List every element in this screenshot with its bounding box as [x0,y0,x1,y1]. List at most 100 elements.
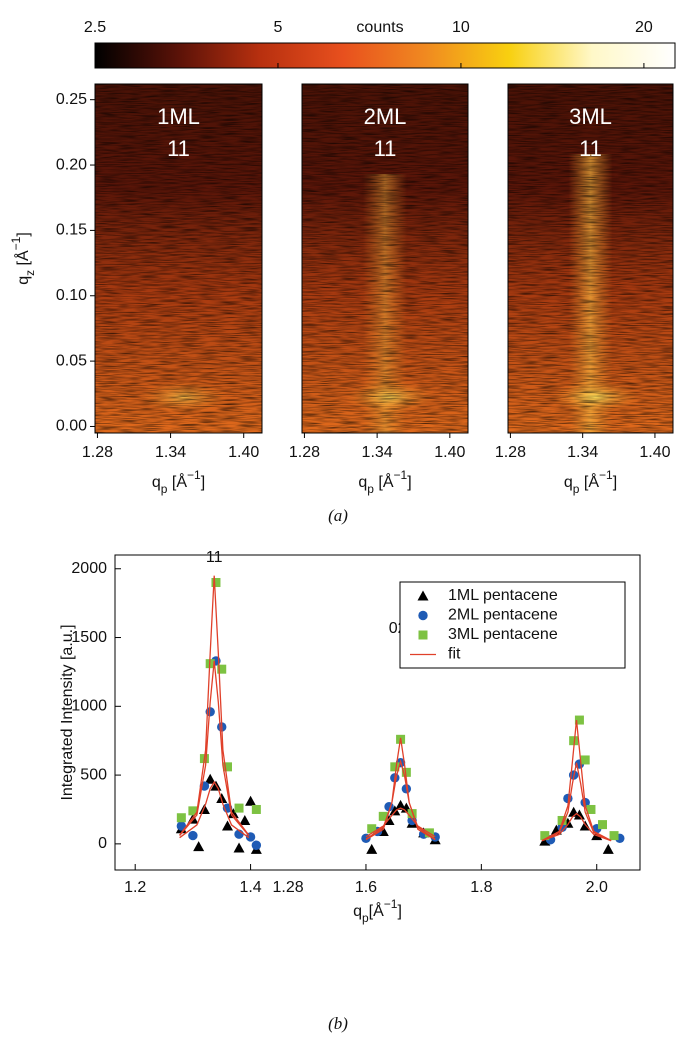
label-part: [Å [369,901,384,920]
data-point [217,664,227,674]
x-tick-label: 1.4 [239,879,261,896]
x-axis-label: qp [Å−1] [152,468,205,496]
data-point [198,803,210,814]
x-tick-label: 1.2 [124,879,146,896]
x-tick-label: 1.34 [155,444,186,461]
plot-frame [94,83,263,434]
y-tick-label: 1500 [71,629,107,646]
legend-label: 3ML pentacene [448,626,558,643]
data-point [407,809,417,819]
annotation: 1.28 [273,879,304,896]
heatmap-noise [95,84,262,433]
data-point [233,842,245,853]
x-tick-label: 1.8 [470,879,492,896]
label-part: q [152,474,161,491]
label-part: −1 [187,468,201,482]
label-part: ] [397,903,401,920]
data-point [573,809,585,820]
y-tick-label: 0.00 [56,418,87,435]
y-tick-label: 0.10 [56,287,87,304]
colorbar [94,42,676,69]
plot-frame [301,83,469,434]
data-point [378,811,388,821]
label-part: [Å [13,250,32,270]
label-part: [Å [374,472,394,491]
x-tick-label: 2.0 [586,879,608,896]
label-part: ] [15,232,32,236]
x-tick-label: 1.40 [639,444,670,461]
data-point [390,762,400,772]
x-axis-label: qp [Å−1] [564,468,617,496]
plot-frame [507,83,674,434]
data-point [223,762,232,772]
data-point [245,795,257,806]
label-part: p [367,482,374,496]
data-point [193,841,205,852]
legend-swatch [418,630,428,640]
label-part: [Å [579,472,599,491]
x-tick-label: 1.40 [228,444,259,461]
label-part: −1 [384,897,398,911]
legend-label: 1ML pentacene [448,587,558,604]
label-part: q [358,474,367,491]
colorbar-tick-label: 2.5 [84,19,106,36]
label-part: p [161,482,168,496]
panel-title: 3ML [569,104,612,129]
data-point [216,792,228,803]
panel-subtitle: 11 [167,136,190,161]
data-point [389,805,401,816]
data-point [609,831,619,841]
data-point [540,831,550,841]
x-tick-label: 1.40 [434,444,465,461]
legend-swatch [418,610,428,621]
x-axis-label: qp[Å−1] [353,897,402,925]
legend-box [399,581,626,669]
annotation: 11 [206,549,223,566]
caption: (a) [328,506,348,525]
data-point [602,843,614,854]
x-tick-label: 1.28 [495,444,526,461]
label-part: p [362,911,369,925]
label-part: −1 [9,236,23,250]
fit-line [179,575,612,842]
colorbar-tick-label: 20 [635,19,653,36]
y-tick-label: 0.15 [56,222,87,239]
data-point [598,820,607,830]
x-tick-label: 1.28 [82,444,113,461]
colorbar-tick-label: 5 [274,19,283,36]
caption: (b) [328,1014,348,1033]
x-tick-label: 1.34 [362,444,393,461]
data-point [222,820,233,831]
y-tick-label: 0.25 [56,91,87,108]
label-part: −1 [394,468,408,482]
label-part: q [564,474,573,491]
heatmap-noise [508,84,673,433]
y-tick-label: 2000 [71,560,107,577]
data-point [176,821,187,831]
data-point [251,804,261,814]
colorbar-label: counts [356,19,403,36]
data-point [586,804,596,814]
legend-swatch [417,590,429,601]
panel-subtitle: 11 [579,136,602,161]
data-point [227,808,239,819]
data-point [574,715,584,725]
y-tick-label: 0 [98,835,107,852]
x-tick-label: 1.6 [355,879,377,896]
label-part: ] [407,474,411,491]
y-tick-label: 0.05 [56,352,87,369]
data-point [395,799,407,810]
panel-subtitle: 11 [374,136,397,161]
label-part: p [573,482,580,496]
legend-label: fit [448,646,461,663]
label-part: ] [613,474,617,491]
y-tick-label: 0.20 [56,156,87,173]
label-part: [Å [167,472,187,491]
legend-label: 2ML pentacene [448,607,558,624]
y-axis-label: qz [Å−1] [9,232,37,285]
y-tick-label: 1000 [71,698,107,715]
x-tick-label: 1.34 [567,444,598,461]
data-point [569,736,579,746]
data-point [188,830,198,841]
data-point [580,755,590,765]
